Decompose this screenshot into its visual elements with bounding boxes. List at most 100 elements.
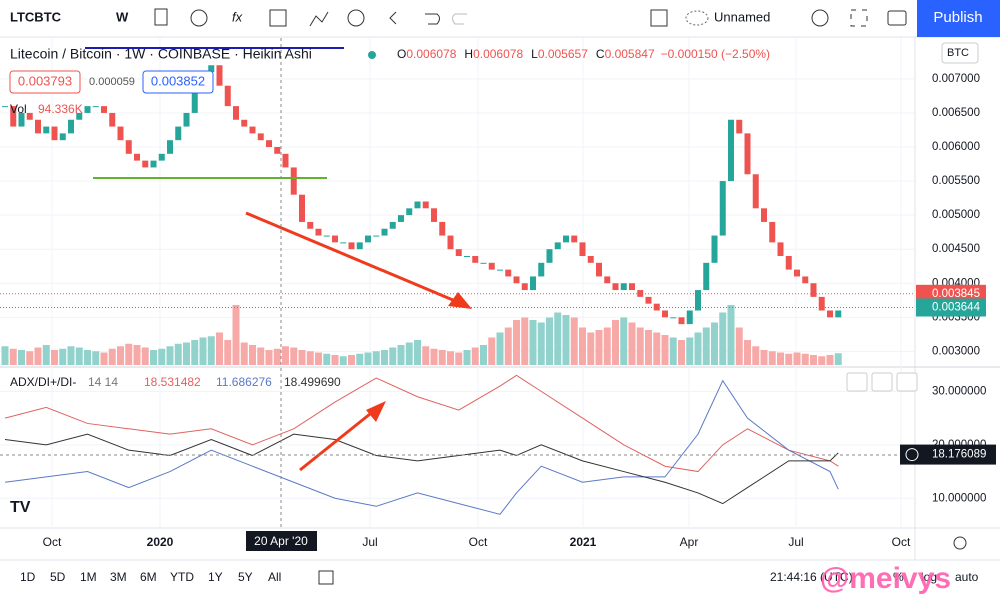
log[interactable]: log (921, 570, 937, 584)
volume-bar (587, 332, 595, 365)
candle (323, 235, 330, 237)
auto[interactable]: auto (955, 570, 979, 584)
candle (686, 310, 693, 325)
candle (208, 65, 215, 73)
volume-bar (760, 350, 768, 365)
volume-bar (26, 351, 34, 365)
volume-bar (777, 352, 784, 365)
candle (670, 317, 677, 319)
sell-box[interactable] (9, 70, 81, 94)
volume-bar (67, 346, 75, 365)
candle (414, 201, 421, 209)
range-button[interactable]: YTD (170, 570, 194, 584)
candle (68, 119, 74, 134)
currency-box[interactable] (941, 42, 979, 64)
range-button[interactable]: 5D (50, 570, 66, 584)
candle (167, 140, 173, 154)
buy-price[interactable]: 0.003852 (151, 73, 205, 88)
ohlc-label: O (397, 47, 406, 61)
volume-bar (34, 347, 42, 365)
redo-icon[interactable] (452, 13, 468, 25)
expand-icon[interactable] (850, 9, 868, 27)
candle (274, 147, 281, 154)
y-tick-label: 10.000000 (932, 492, 986, 504)
volume-bar (603, 327, 611, 365)
candle (175, 126, 182, 141)
volume-bar (158, 348, 166, 365)
candle (315, 228, 322, 236)
candle (629, 283, 635, 291)
settings-button[interactable] (896, 372, 918, 392)
volume-bar (216, 332, 223, 365)
alert-icon[interactable] (347, 9, 365, 27)
candle (282, 153, 289, 168)
publish-label[interactable]: Publish (933, 9, 982, 26)
interval[interactable]: W (116, 9, 129, 24)
indicator-params: 14 14 (88, 375, 118, 389)
currency[interactable]: BTC (947, 47, 969, 59)
candle (51, 126, 58, 141)
range-button[interactable]: 1M (80, 570, 97, 584)
candle (802, 276, 809, 284)
percent[interactable]: % (893, 570, 904, 584)
symbol[interactable]: LTCBTC (10, 9, 62, 24)
volume-bar (496, 332, 504, 365)
cloud-icon[interactable] (685, 10, 709, 26)
candle (233, 106, 239, 120)
candle (604, 276, 611, 284)
volume-bar (125, 343, 133, 365)
volume-bar (141, 347, 149, 365)
buy-box[interactable] (142, 70, 214, 94)
snapshot-icon[interactable] (887, 10, 907, 26)
range-button[interactable]: 5Y (238, 570, 253, 584)
spread: 0.000059 (89, 76, 135, 88)
axis-settings-icon[interactable] (953, 536, 967, 550)
volume-bar (422, 346, 430, 365)
undo-icon[interactable] (425, 13, 440, 25)
sell-price[interactable]: 0.003793 (18, 73, 72, 88)
volume-bar (471, 347, 479, 365)
range-button[interactable]: 1D (20, 570, 36, 584)
candle (150, 160, 157, 168)
range-button[interactable]: 6M (140, 570, 157, 584)
indicator-icon[interactable] (190, 9, 208, 27)
range-button[interactable]: 1Y (208, 570, 223, 584)
legend-value: 11.686276 (216, 375, 272, 389)
clock: 21:44:16 (UTC) (770, 570, 853, 584)
volume-bar (306, 351, 314, 365)
date-range-icon[interactable] (318, 570, 334, 585)
fullscreen-icon[interactable] (650, 9, 668, 27)
candle (480, 262, 487, 264)
legend-value: 18.499690 (284, 375, 341, 389)
volume-bar (801, 353, 809, 365)
y-tick-label: 0.006500 (932, 107, 980, 119)
candle (637, 290, 644, 297)
candle (464, 256, 470, 257)
publish-button[interactable] (917, 0, 1000, 37)
volume-bar (84, 350, 91, 365)
close-button[interactable] (871, 372, 893, 392)
range-button[interactable]: 3M (110, 570, 127, 584)
compare-icon[interactable] (309, 11, 329, 27)
chart-type-icon[interactable] (154, 8, 168, 26)
add-icon (905, 448, 919, 462)
x-tick-label: 2020 (147, 535, 174, 549)
indicator-title: ADX/DI+/DI- (10, 375, 76, 389)
template-icon[interactable] (269, 9, 287, 27)
candle (142, 160, 149, 168)
candle (389, 221, 396, 229)
volume-bar (9, 348, 17, 365)
fx-icon[interactable]: fx (232, 9, 243, 24)
candle (752, 174, 759, 209)
volume-bar (826, 355, 834, 365)
ohlc: O0.006078 H0.006078 L0.005657 C0.005847 −0.0… (397, 47, 770, 61)
layout-name[interactable]: Unnamed (714, 9, 770, 24)
candle (620, 283, 627, 291)
tv-logo: TV (10, 499, 31, 516)
range-button[interactable]: All (268, 570, 281, 584)
move-up-button[interactable] (846, 372, 868, 392)
replay-icon[interactable] (389, 11, 397, 25)
settings-icon[interactable] (811, 9, 829, 27)
volume-bar (480, 345, 487, 365)
